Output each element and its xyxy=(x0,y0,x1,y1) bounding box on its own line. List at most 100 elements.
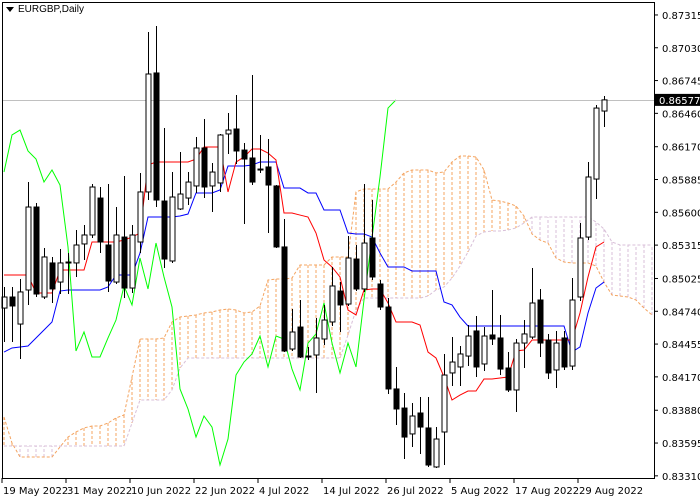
candle-body xyxy=(105,244,112,282)
candle xyxy=(97,186,104,254)
candle-body xyxy=(225,129,232,135)
tenkan-sen-line xyxy=(4,146,605,401)
candle-body xyxy=(65,261,72,264)
plot-frame xyxy=(2,2,655,479)
price-tick-label: 0.86460 xyxy=(662,109,700,120)
candle-body xyxy=(33,206,40,295)
candle xyxy=(561,330,568,370)
kijun-sen-line xyxy=(3,161,605,353)
candle-body xyxy=(577,237,584,298)
candle-body xyxy=(193,147,200,187)
time-tick-label: 19 May 2022 xyxy=(3,486,68,497)
candle-body xyxy=(401,407,408,438)
candle xyxy=(249,75,256,186)
candle-body xyxy=(169,196,176,262)
candle-body xyxy=(417,412,424,428)
candle-body xyxy=(601,99,608,112)
candle-body xyxy=(481,335,488,365)
candle-body xyxy=(137,191,144,243)
candle xyxy=(345,236,352,306)
current-price-label: 0.86577 xyxy=(655,93,700,107)
candle-body xyxy=(305,355,312,358)
candle xyxy=(113,207,120,285)
candle xyxy=(457,346,464,386)
candle-body xyxy=(89,186,96,236)
candle-body xyxy=(313,337,320,356)
candle xyxy=(329,266,336,327)
candle-body xyxy=(209,171,216,187)
candle xyxy=(81,224,88,260)
candle-body xyxy=(297,326,304,358)
candle-body xyxy=(345,257,352,305)
price-tick-label: 0.87315 xyxy=(662,11,700,22)
candle xyxy=(449,337,456,386)
candle-body xyxy=(353,258,360,290)
candle-body xyxy=(505,367,512,391)
candle xyxy=(153,26,160,208)
candlesticks xyxy=(1,26,608,469)
candle-body xyxy=(585,176,592,238)
senkou-span-a-line xyxy=(3,155,653,458)
price-axis[interactable]: 0.87315 0.87030 0.86745 0.86460 0.86170 0.858… xyxy=(654,11,700,483)
candle-body xyxy=(529,302,536,338)
candle xyxy=(505,352,512,392)
candle xyxy=(209,162,216,212)
candle-body xyxy=(561,337,568,368)
candle xyxy=(521,320,528,369)
candle-body xyxy=(425,427,432,466)
candle-body xyxy=(377,283,384,308)
candle-body xyxy=(97,197,104,243)
senkou-span-b-line xyxy=(4,216,652,447)
candle xyxy=(241,143,248,225)
price-tick-label: 0.86170 xyxy=(662,143,700,154)
time-tick-label: 4 Jul 2022 xyxy=(259,486,309,497)
candle-body xyxy=(49,262,56,290)
candle-body xyxy=(465,335,472,357)
candle xyxy=(201,118,208,199)
chart-title: EURGBP,Daily xyxy=(6,4,84,15)
candle-body xyxy=(393,388,400,410)
candle xyxy=(225,113,232,154)
candle xyxy=(481,327,488,372)
candle xyxy=(185,172,192,205)
candle-body xyxy=(441,374,448,433)
candle xyxy=(553,330,560,389)
candle-body xyxy=(145,73,152,193)
candle-body xyxy=(553,342,560,371)
candle-body xyxy=(265,166,272,186)
candle xyxy=(89,184,96,238)
candle-body xyxy=(129,234,136,289)
triangle-down-icon[interactable] xyxy=(6,7,14,12)
candle-body xyxy=(121,236,128,289)
candle xyxy=(545,333,552,380)
candle xyxy=(465,324,472,367)
candle xyxy=(585,162,592,241)
candle-body xyxy=(113,234,120,283)
ichimoku-lines xyxy=(3,99,653,468)
time-tick-label: 31 May 2022 xyxy=(67,486,132,497)
candle-body xyxy=(17,291,24,325)
candle xyxy=(297,300,304,358)
candle xyxy=(473,315,480,377)
candle-body xyxy=(233,128,240,152)
candle xyxy=(569,278,576,370)
candle xyxy=(41,247,48,299)
candle-body xyxy=(569,299,576,367)
candle-body xyxy=(457,353,464,368)
candle-body xyxy=(201,147,208,188)
candle xyxy=(193,137,200,193)
candle-body xyxy=(497,337,504,370)
time-tick-label: 5 Aug 2022 xyxy=(451,486,509,497)
candle xyxy=(313,317,320,393)
candle-body xyxy=(329,285,336,323)
candle-body xyxy=(433,438,440,468)
candle xyxy=(145,31,152,200)
candle xyxy=(17,279,24,360)
candle xyxy=(361,184,368,292)
candle-body xyxy=(217,134,224,184)
candle-body xyxy=(241,149,248,160)
time-tick-label: 22 Jun 2022 xyxy=(195,486,255,497)
candle xyxy=(433,427,440,469)
